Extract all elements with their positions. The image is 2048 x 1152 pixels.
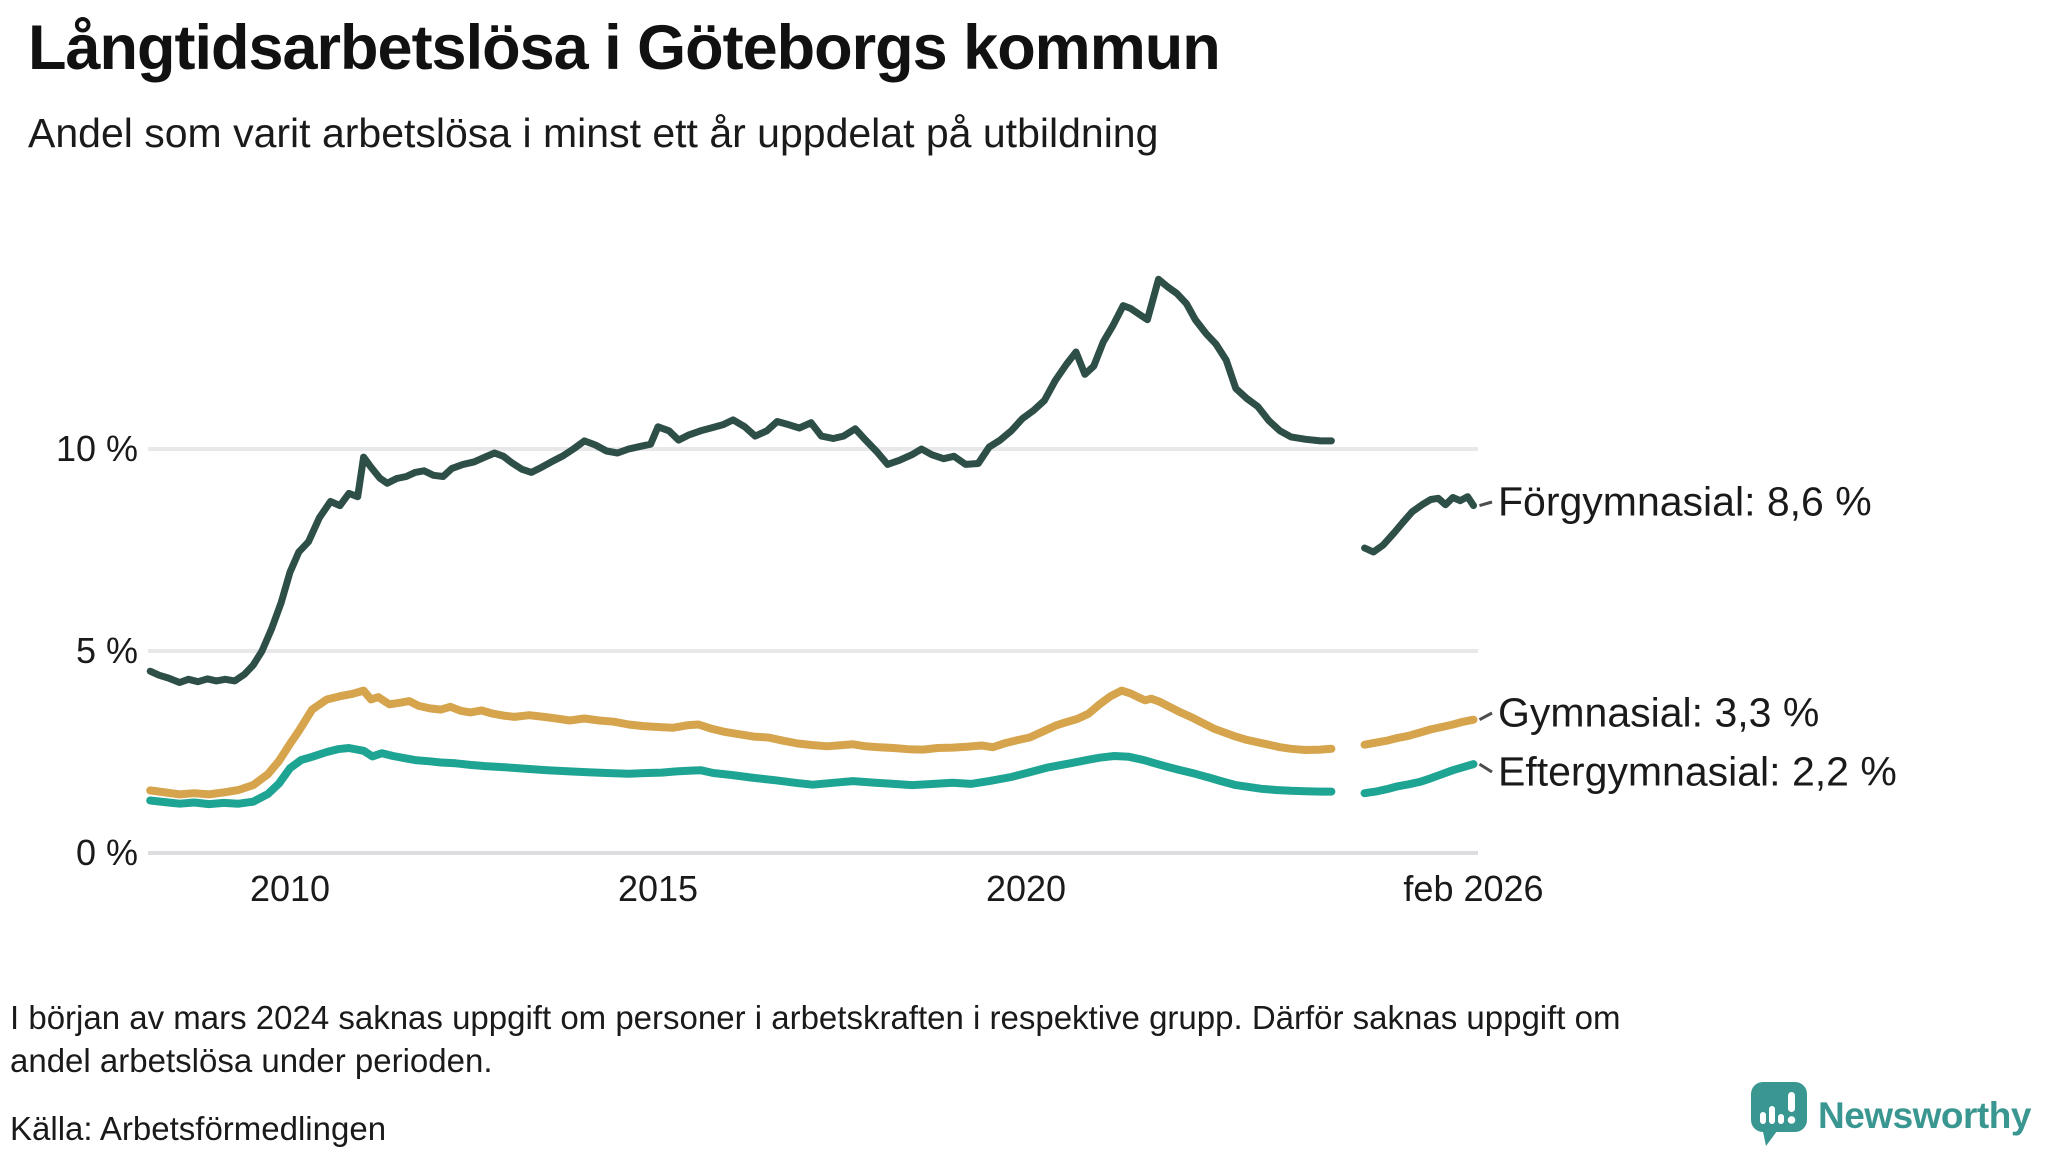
y-axis-label: 5 % bbox=[75, 630, 138, 671]
series-label-forgymnasial: Förgymnasial: 8,6 % bbox=[1498, 478, 1872, 525]
gridline bbox=[1478, 762, 1493, 774]
gridline bbox=[1478, 711, 1493, 722]
newsworthy-logo-icon bbox=[1750, 1081, 1808, 1152]
footnote: I början av mars 2024 saknas uppgift om … bbox=[10, 996, 2000, 1082]
x-axis-label: 2010 bbox=[249, 868, 331, 909]
series-line-förgymnasial bbox=[1361, 493, 1477, 556]
y-axis-label: 10 % bbox=[55, 428, 138, 469]
series-label-gymnasial: Gymnasial: 3,3 % bbox=[1498, 689, 1820, 736]
branding-name: Newsworthy bbox=[1818, 1095, 2031, 1136]
branding: Newsworthy bbox=[1750, 1081, 2042, 1152]
gridline bbox=[1479, 500, 1493, 508]
y-axis-label: 0 % bbox=[75, 832, 138, 873]
x-axis-label: 2020 bbox=[985, 868, 1067, 909]
series-line-gymnasial bbox=[146, 686, 1336, 799]
series-line-gymnasial bbox=[1360, 715, 1478, 749]
chart-subtitle: Andel som varit arbetslösa i minst ett å… bbox=[28, 110, 1159, 156]
x-axis-label: feb 2026 bbox=[1403, 868, 1544, 909]
series-label-eftergymnasial: Eftergymnasial: 2,2 % bbox=[1498, 748, 1897, 795]
footnote-line-1: I början av mars 2024 saknas uppgift om … bbox=[10, 999, 1621, 1036]
series-line-förgymnasial bbox=[146, 275, 1335, 686]
source-label: Källa: Arbetsförmedlingen bbox=[10, 1110, 387, 1147]
series-line-eftergymnasial bbox=[146, 744, 1336, 809]
series-line-eftergymnasial bbox=[1360, 760, 1478, 798]
footnote-line-2: andel arbetslösa under perioden. bbox=[10, 1042, 493, 1079]
chart-title: Långtidsarbetslösa i Göteborgs kommun bbox=[28, 13, 1221, 83]
x-axis-label: 2015 bbox=[617, 868, 699, 909]
